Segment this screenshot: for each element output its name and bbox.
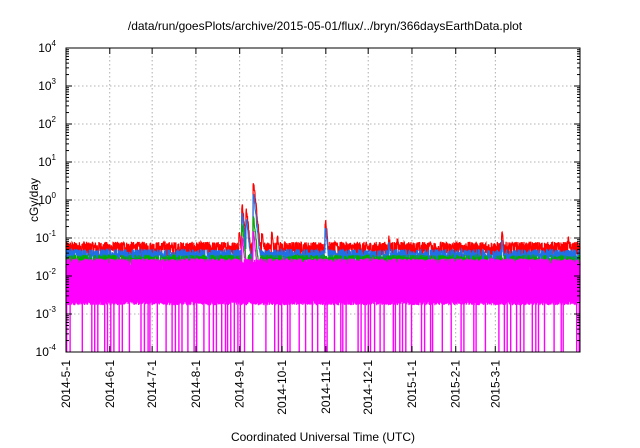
y-tick-label: 10-4	[36, 343, 57, 359]
x-tick-label: 2015-3-1	[488, 360, 502, 408]
x-tick-label: 2014-11-1	[319, 360, 333, 414]
x-axis-label: Coordinated Universal Time (UTC)	[231, 430, 415, 444]
grid	[65, 47, 580, 353]
x-tick-label: 2014-5-1	[59, 360, 73, 408]
chart-title: /data/run/goesPlots/archive/2015-05-01/f…	[128, 19, 523, 33]
y-tick-label: 104	[38, 39, 56, 55]
y-tick-label: 101	[38, 153, 56, 169]
y-axis: 10-4 10-3 10-2 10-1 100 101 102 103 104	[36, 39, 580, 359]
y-tick-label: 10-3	[36, 305, 57, 321]
x-tick-label: 2014-12-1	[361, 360, 375, 415]
x-tick-label: 2014-8-1	[189, 360, 203, 408]
y-tick-label: 103	[38, 77, 56, 93]
data-layer	[65, 183, 581, 352]
y-tick-label: 10-2	[36, 267, 57, 283]
x-tick-label: 2014-9-1	[233, 360, 247, 408]
x-tick-label: 2014-6-1	[103, 360, 117, 408]
x-tick-label: 2014-7-1	[145, 360, 159, 408]
series-dropouts	[66, 302, 580, 352]
y-tick-label: 100	[38, 191, 56, 207]
x-tick-label: 2014-10-1	[275, 360, 289, 415]
y-tick-label: 102	[38, 115, 56, 131]
y-axis-label: cGy/day	[27, 178, 41, 222]
y-tick-label: 10-1	[36, 229, 57, 245]
x-tick-label: 2015-2-1	[449, 360, 463, 408]
series-band	[65, 259, 581, 306]
x-axis: 2014-5-1 2014-6-1 2014-7-1 2014-8-1 2014-9-1…	[59, 48, 502, 415]
x-tick-label: 2015-1-1	[405, 360, 419, 408]
